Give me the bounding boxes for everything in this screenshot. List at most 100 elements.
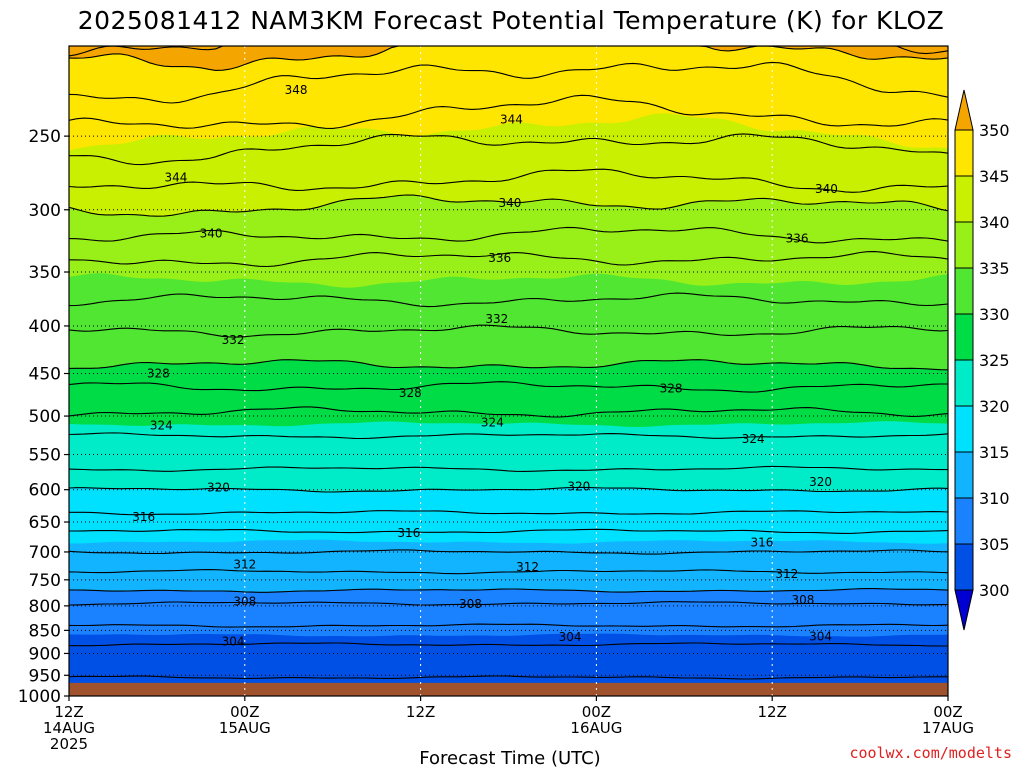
contour-label-324: 324 (481, 415, 504, 429)
terrain-surface (69, 682, 948, 696)
contour-label-320: 320 (567, 479, 590, 493)
y-tick-label-450: 450 (29, 365, 61, 385)
contour-324 (68, 432, 949, 440)
y-tick-label-700: 700 (29, 543, 61, 563)
y-tick-label-650: 650 (29, 513, 61, 533)
svg-text:320: 320 (567, 479, 590, 493)
contour-label-316: 316 (132, 510, 155, 524)
svg-text:304: 304 (222, 635, 245, 649)
svg-text:344: 344 (164, 171, 187, 185)
chart-title: 2025081412 NAM3KM Forecast Potential Tem… (78, 6, 945, 35)
x-tick-label-24-0: 12Z (406, 703, 435, 721)
colorbar-segment-310 (954, 451, 974, 499)
contour-label-340: 340 (200, 226, 223, 240)
contour-label-304: 304 (222, 635, 245, 649)
svg-text:332: 332 (222, 333, 245, 347)
contour-label-312: 312 (233, 557, 256, 571)
x-tick-label-12-0: 00Z (230, 703, 259, 721)
x-tick-label-48-0: 12Z (758, 703, 787, 721)
contour-label-336: 336 (786, 231, 809, 245)
svg-text:304: 304 (559, 630, 582, 644)
contour-label-324: 324 (742, 432, 765, 446)
contour-labels: 348 344 344 340 340 340 336 336 332 332 328 328 328 3… (132, 83, 838, 649)
contour-label-344: 344 (500, 113, 523, 127)
contour-344 (69, 133, 949, 166)
contour-label-304: 304 (559, 630, 582, 644)
contour-310 (68, 588, 949, 593)
svg-text:316: 316 (132, 510, 155, 524)
y-tick-label-400: 400 (29, 317, 61, 337)
contour-label-340: 340 (815, 182, 838, 196)
contour-label-320: 320 (809, 475, 832, 489)
y-tick-label-300: 300 (29, 201, 61, 221)
svg-text:324: 324 (742, 432, 765, 446)
band-305 (69, 633, 948, 696)
colorbar-segment-330 (954, 267, 974, 315)
y-tick-label-550: 550 (29, 446, 61, 466)
colorbar-label-335: 335 (979, 259, 1010, 278)
contour-328 (68, 381, 948, 393)
colorbar-extend-bottom (954, 589, 974, 631)
y-tick-label-850: 850 (29, 621, 61, 641)
svg-text:340: 340 (815, 182, 838, 196)
contour-318 (69, 510, 949, 516)
svg-text:328: 328 (147, 367, 170, 381)
contour-314 (68, 549, 949, 555)
contour-label-320: 320 (207, 481, 230, 495)
colorbar-label-340: 340 (979, 213, 1010, 232)
colorbar-segment-335 (954, 221, 974, 269)
contour-label-328: 328 (399, 386, 422, 400)
colorbar-label-330: 330 (979, 305, 1010, 324)
svg-text:340: 340 (499, 196, 522, 210)
svg-text:344: 344 (500, 113, 523, 127)
contour-346 (68, 94, 949, 129)
contour-332 (68, 324, 949, 338)
contour-334 (68, 292, 949, 308)
credit-link[interactable]: coolwx.com/modelts (849, 744, 1012, 762)
contour-348 (68, 61, 949, 104)
svg-text:336: 336 (786, 231, 809, 245)
contour-lines (68, 45, 949, 680)
colorbar-label-310: 310 (979, 489, 1010, 508)
colorbar-segment-300 (954, 543, 974, 591)
svg-text:312: 312 (516, 560, 539, 574)
svg-text:316: 316 (750, 536, 773, 550)
contour-label-328: 328 (660, 381, 683, 395)
colorbar-label-315: 315 (979, 443, 1010, 462)
svg-text:304: 304 (809, 629, 832, 643)
plot-frame (68, 45, 949, 697)
svg-text:312: 312 (775, 567, 798, 581)
contour-label-316: 316 (397, 526, 420, 540)
svg-text:324: 324 (150, 419, 173, 433)
contour-label-308: 308 (459, 597, 482, 611)
contour-322 (68, 465, 948, 472)
contour-326 (68, 406, 949, 418)
contour-label-328: 328 (147, 367, 170, 381)
contour-label-308: 308 (233, 594, 256, 608)
contour-312 (68, 569, 949, 575)
contour-308 (68, 601, 949, 606)
colorbar-segment-325 (954, 313, 974, 361)
contour-330 (68, 359, 949, 371)
y-tick-label-800: 800 (29, 597, 61, 617)
contour-304 (68, 642, 948, 647)
contour-label-344: 344 (164, 171, 187, 185)
svg-text:328: 328 (399, 386, 422, 400)
colorbar-label-350: 350 (979, 121, 1010, 140)
colorbar-segment-345 (954, 129, 974, 177)
contour-label-340: 340 (499, 196, 522, 210)
contour-label-312: 312 (516, 560, 539, 574)
svg-text:348: 348 (285, 83, 308, 97)
x-tick-label-36-0: 00Z (582, 703, 611, 721)
y-tick-label-500: 500 (29, 407, 61, 427)
colorbar-label-305: 305 (979, 535, 1010, 554)
svg-text:312: 312 (233, 557, 256, 571)
contour-label-332: 332 (485, 312, 508, 326)
contour-label-316: 316 (750, 536, 773, 550)
colorbar-label-345: 345 (979, 167, 1010, 186)
svg-text:336: 336 (488, 251, 511, 265)
svg-text:308: 308 (792, 593, 815, 607)
x-tick-label-0-2: 2025 (50, 735, 88, 753)
y-tick-label-950: 950 (29, 666, 61, 686)
contour-338 (68, 226, 949, 244)
